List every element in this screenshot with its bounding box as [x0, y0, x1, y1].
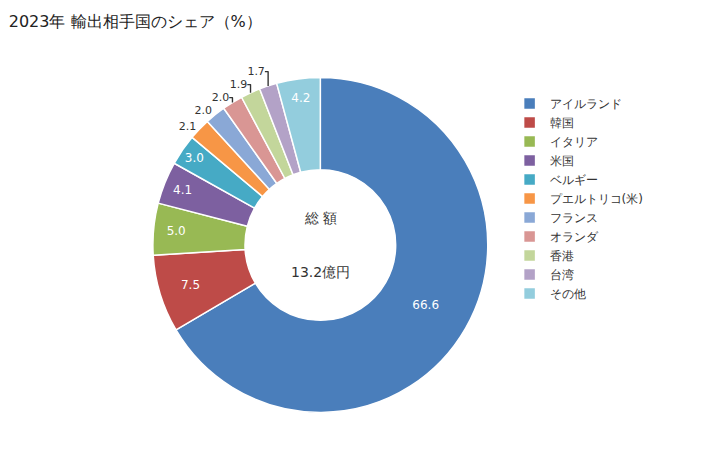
svg-text:韓国: 韓国 [550, 116, 574, 130]
svg-text:5.0: 5.0 [167, 224, 186, 238]
svg-text:2.1: 2.1 [179, 120, 197, 133]
svg-text:アイルランド: アイルランド [550, 97, 622, 111]
svg-text:1.7: 1.7 [247, 65, 265, 78]
svg-text:米国: 米国 [550, 154, 574, 168]
svg-text:フランス: フランス [550, 211, 598, 225]
svg-text:1.9: 1.9 [230, 78, 248, 91]
svg-text:4.2: 4.2 [291, 91, 310, 105]
svg-text:台湾: 台湾 [550, 268, 574, 282]
svg-text:2.0: 2.0 [195, 104, 213, 117]
svg-text:オランダ: オランダ [550, 230, 599, 244]
svg-text:プエルトリコ(米): プエルトリコ(米) [550, 192, 643, 206]
svg-text:香港: 香港 [550, 249, 574, 263]
svg-text:66.6: 66.6 [412, 298, 439, 312]
svg-text:2023年 輸出相手国のシェア（%）: 2023年 輸出相手国のシェア（%） [9, 12, 262, 31]
svg-text:2.0: 2.0 [212, 91, 230, 104]
svg-text:4.1: 4.1 [173, 183, 192, 197]
svg-text:総 額: 総 額 [304, 210, 337, 226]
svg-text:13.2億円: 13.2億円 [291, 264, 350, 280]
svg-text:7.5: 7.5 [181, 278, 200, 292]
svg-text:ベルギー: ベルギー [550, 173, 598, 187]
svg-text:その他: その他 [550, 287, 586, 301]
svg-text:3.0: 3.0 [185, 151, 204, 165]
svg-text:イタリア: イタリア [550, 135, 598, 149]
